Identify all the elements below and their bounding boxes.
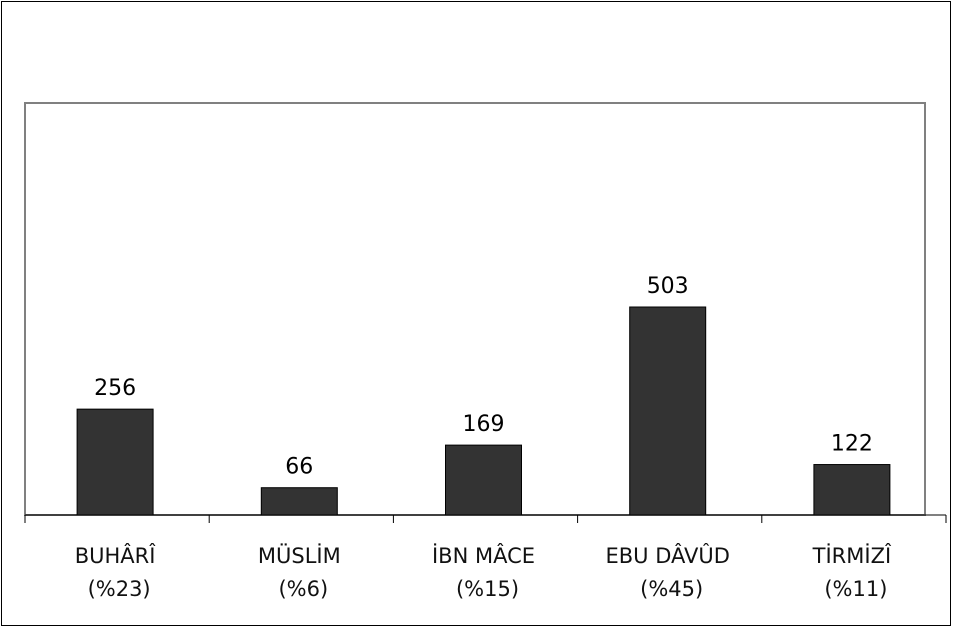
- percent-label: (%11): [824, 577, 887, 601]
- category-label: MÜSLİM: [258, 543, 341, 568]
- bars-group: [76, 306, 891, 516]
- bar-2: [260, 487, 338, 516]
- percent-label: (%23): [88, 577, 151, 601]
- category-label: BUHÂRÎ: [75, 543, 157, 568]
- data-label: 256: [94, 376, 136, 401]
- percent-label: (%6): [278, 577, 328, 601]
- bar-1: [76, 408, 154, 516]
- value-labels-group: 256 66 169 503 122: [94, 274, 873, 480]
- x-axis-ticks: [24, 515, 947, 523]
- data-label: 169: [463, 412, 505, 437]
- category-label: TİRMİZÎ: [812, 543, 892, 568]
- data-label: 503: [647, 274, 689, 299]
- category-label: EBU DÂVÛD: [605, 543, 729, 568]
- data-label: 66: [285, 455, 313, 480]
- bar-3: [445, 444, 522, 516]
- bar-5: [813, 464, 891, 516]
- category-label: İBN MÂCE: [432, 543, 535, 568]
- data-label: 122: [831, 432, 873, 457]
- percent-label: (%15): [456, 577, 519, 601]
- percent-label: (%45): [640, 577, 703, 601]
- bar-4: [629, 306, 707, 516]
- category-labels-group: BUHÂRÎ (%23) MÜSLİM (%6) İBN MÂCE (%15) EBU DÂ…: [75, 543, 892, 601]
